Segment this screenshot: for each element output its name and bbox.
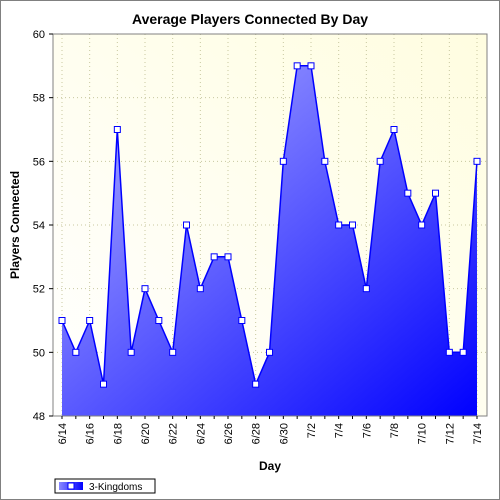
y-tick-label: 48 xyxy=(33,411,45,423)
y-axis-label: Players Connected xyxy=(8,171,22,279)
x-tick-label: 6/30 xyxy=(278,423,290,444)
data-point xyxy=(335,221,343,229)
data-point xyxy=(349,221,356,229)
data-point xyxy=(72,348,80,356)
y-tick-label: 54 xyxy=(33,220,45,232)
data-point xyxy=(362,285,370,293)
data-point xyxy=(169,348,177,356)
x-tick-label: 6/22 xyxy=(168,423,180,444)
x-tick-label: 7/10 xyxy=(417,423,429,444)
data-point xyxy=(252,380,260,388)
data-point xyxy=(86,317,94,324)
data-point xyxy=(127,348,135,356)
data-point xyxy=(210,253,218,261)
data-point xyxy=(196,285,204,293)
x-tick-label: 7/2 xyxy=(306,423,318,438)
data-point xyxy=(100,380,107,388)
data-point xyxy=(432,189,439,197)
data-point xyxy=(183,221,190,229)
data-point xyxy=(445,348,453,356)
data-markers xyxy=(58,62,481,388)
x-tick-label: 6/20 xyxy=(140,423,152,444)
chart-title: Average Players Connected By Day xyxy=(132,11,368,27)
data-point xyxy=(376,157,384,165)
data-point xyxy=(293,62,301,70)
x-tick-label: 6/16 xyxy=(85,423,97,444)
data-point xyxy=(58,317,66,324)
data-point xyxy=(404,189,412,197)
x-tick-label: 6/14 xyxy=(57,423,69,444)
x-tick-label: 6/28 xyxy=(251,423,263,444)
x-tick-label: 6/24 xyxy=(195,423,207,444)
legend: 3-Kingdoms xyxy=(54,478,156,494)
x-tick-label: 7/6 xyxy=(361,423,373,438)
x-tick-label: 6/26 xyxy=(223,423,235,444)
data-point xyxy=(459,348,467,356)
legend-label: 3-Kingdoms xyxy=(89,482,142,493)
y-tick-label: 50 xyxy=(33,347,45,359)
data-point xyxy=(266,348,273,356)
data-point xyxy=(141,285,149,293)
data-point xyxy=(473,157,481,165)
data-point xyxy=(307,62,315,70)
data-point xyxy=(390,126,398,133)
data-point xyxy=(224,253,232,261)
y-tick-label: 58 xyxy=(33,93,45,105)
y-axis-ticks: 48 50 52 54 56 58 60 xyxy=(33,29,53,423)
legend-marker xyxy=(67,482,75,490)
x-tick-label: 7/8 xyxy=(389,423,401,438)
y-tick-label: 52 xyxy=(33,284,45,296)
data-point xyxy=(238,317,246,324)
data-point xyxy=(321,157,329,165)
data-point xyxy=(113,126,121,133)
x-axis-ticks: 6/14 6/16 6/18 6/20 6/22 6/24 6/26 6/28 6/30 7/2 7… xyxy=(57,416,484,444)
data-point xyxy=(279,157,287,165)
y-tick-label: 60 xyxy=(33,29,45,41)
x-tick-label: 7/14 xyxy=(472,423,484,444)
x-tick-label: 7/4 xyxy=(334,423,346,438)
data-point xyxy=(418,221,426,229)
x-tick-label: 6/18 xyxy=(112,423,124,444)
series-area-fill xyxy=(62,65,477,417)
data-point xyxy=(155,317,163,324)
x-axis-label: Day xyxy=(259,459,281,473)
x-tick-label: 7/12 xyxy=(444,423,456,444)
y-tick-label: 56 xyxy=(33,156,45,168)
